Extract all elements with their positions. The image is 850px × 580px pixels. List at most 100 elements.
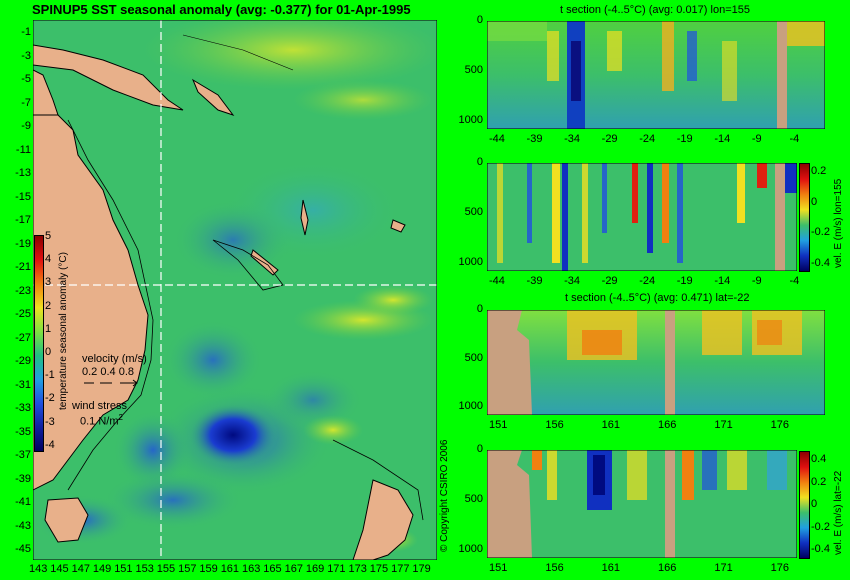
panel-y-tick: 0	[476, 303, 483, 315]
panel-x-tick: 156	[545, 419, 564, 431]
map-x-tick: 151	[114, 563, 133, 575]
panel-x-tick: -24	[639, 275, 656, 287]
new-guinea-landmass	[33, 44, 184, 111]
map-y-tick: -19	[15, 237, 31, 250]
panel-x-tick: -14	[714, 275, 731, 287]
map-x-tick: 145	[50, 563, 69, 575]
wind-stress-scale: 0.1 N/m2	[80, 413, 123, 428]
map-x-tick: 177	[391, 563, 410, 575]
panel-x-tick: -39	[526, 133, 543, 145]
map-y-tick: -25	[15, 308, 31, 320]
map-x-tick: 143	[29, 563, 48, 575]
velocity-legend-label: velocity (m/s)	[82, 353, 147, 365]
map-y-tick: -9	[21, 120, 31, 132]
panel-colorbar-tick: -0.4	[811, 257, 830, 269]
panel-x-tick: -44	[489, 275, 505, 287]
map-colorbar-tick: 0	[45, 346, 52, 358]
new-zealand-landmass	[352, 479, 414, 560]
panel-x-tick: 171	[714, 419, 733, 431]
map-x-tick: 161	[220, 563, 240, 575]
panel-y-tick: 500	[464, 206, 483, 218]
map-x-tick: 149	[92, 563, 112, 575]
map-x-tick: 163	[242, 563, 261, 575]
panel4-colorbar	[799, 451, 810, 559]
map-x-tick: 169	[305, 563, 325, 575]
temp-section-lat-22	[487, 310, 825, 415]
panel-y-tick: 1000	[458, 114, 483, 126]
copyright-text: © Copyright CSIRO 2006	[439, 439, 450, 552]
panel-colorbar-tick: -0.4	[811, 543, 830, 555]
panel-colorbar-tick: 0.2	[811, 165, 827, 177]
panel-x-tick: 161	[601, 419, 621, 431]
map-x-tick: 165	[263, 563, 282, 575]
panel-x-tick: -19	[676, 275, 693, 287]
panel-x-tick: -34	[564, 275, 581, 287]
map-y-tick: -35	[15, 425, 31, 438]
panel-x-tick: 156	[545, 562, 564, 574]
map-colorbar-tick: 3	[45, 276, 52, 289]
velocity-arrows-icon	[84, 379, 138, 387]
panel-colorbar-tick: -0.2	[811, 226, 830, 239]
map-colorbar-tick: 1	[45, 322, 52, 335]
map-x-tick: 175	[369, 563, 389, 575]
panel-colorbar-tick: 0	[811, 498, 818, 510]
panel-x-tick: -19	[676, 133, 693, 145]
map-colorbar-label: temperature seasonal anomaly (°C)	[58, 252, 69, 410]
panel-x-tick: -29	[601, 133, 618, 145]
vel-section-lon155	[487, 163, 797, 271]
map-y-tick: -39	[15, 472, 31, 485]
panel-y-tick: 1000	[458, 400, 483, 412]
map-x-tick: 173	[348, 563, 367, 575]
panel-x-tick: 166	[658, 562, 677, 574]
panel-x-tick: -39	[526, 275, 543, 287]
map-y-tick: -15	[15, 190, 31, 203]
wind-stress-label: wind stress	[72, 400, 128, 412]
panel1-title: t section (-4..5°C) (avg: 0.017) lon=155	[560, 4, 750, 16]
map-y-tick: -23	[15, 284, 31, 297]
panel-y-tick: 500	[464, 351, 483, 364]
map-x-tick: 155	[156, 563, 176, 575]
map-y-tick: -43	[15, 519, 31, 532]
panel-x-tick: 166	[658, 419, 677, 431]
panel-x-tick: 171	[714, 562, 733, 574]
map-y-tick: -29	[15, 355, 31, 367]
panel-x-tick: -9	[751, 275, 762, 287]
map-y-tick: -17	[15, 214, 31, 226]
map-y-tick: -27	[15, 331, 31, 344]
panel-y-tick: 0	[476, 156, 483, 168]
australia-landmass	[33, 114, 149, 491]
map-x-tick: 167	[284, 563, 303, 575]
map-y-tick: -33	[15, 402, 31, 414]
map-title: SPINUP5 SST seasonal anomaly (avg: -0.37…	[32, 2, 411, 17]
map-y-tick: -1	[21, 26, 31, 38]
panel-x-tick: -4	[789, 133, 800, 145]
panel-colorbar-tick: 0.4	[811, 453, 827, 465]
map-x-tick: 159	[199, 563, 218, 575]
map-colorbar-tick: 4	[45, 253, 52, 266]
map-y-tick: -41	[15, 496, 31, 508]
panel-x-tick: -44	[489, 133, 505, 145]
map-y-tick: -13	[15, 167, 31, 179]
velocity-legend-scale: 0.2 0.4 0.8	[82, 366, 134, 378]
vel-section-lat-22	[487, 450, 797, 558]
panel-y-tick: 0	[476, 443, 483, 455]
map-y-tick: -31	[15, 378, 31, 391]
panel-x-tick: -34	[564, 133, 581, 145]
panel-x-tick: 151	[489, 419, 508, 431]
panel-x-tick: -14	[714, 133, 731, 145]
tasmania-landmass	[44, 497, 89, 543]
map-y-tick: -21	[15, 261, 31, 273]
map-y-tick: -3	[21, 49, 31, 62]
sst-anomaly-map	[33, 20, 437, 560]
panel-y-tick: 1000	[458, 256, 483, 268]
map-x-tick: 171	[327, 563, 346, 575]
panel-colorbar-tick: 0	[811, 195, 818, 208]
map-colorbar-tick: 2	[45, 299, 52, 312]
panel-y-tick: 500	[464, 64, 483, 76]
panel-y-tick: 500	[464, 493, 483, 505]
panel-x-tick: -9	[751, 133, 762, 145]
map-x-tick: 179	[412, 563, 431, 575]
map-x-tick: 147	[71, 563, 90, 575]
panel-x-tick: -29	[601, 275, 618, 287]
panel-x-tick: -24	[639, 133, 656, 145]
